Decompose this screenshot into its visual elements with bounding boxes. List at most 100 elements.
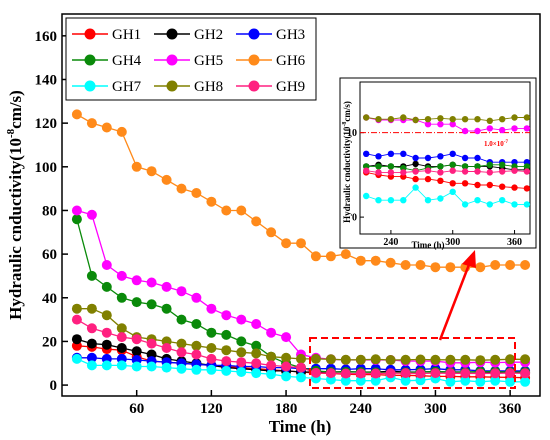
data-point <box>131 275 142 286</box>
inset-data-point <box>486 169 493 176</box>
data-point <box>251 319 262 329</box>
data-point <box>445 262 456 273</box>
data-point <box>131 361 142 372</box>
legend-label: GH3 <box>276 27 305 43</box>
series-gh8 <box>71 303 531 366</box>
data-point <box>236 205 247 216</box>
data-point <box>176 183 187 194</box>
inset-data-point <box>449 188 456 195</box>
legend-item-gh7: GH7 <box>72 79 142 95</box>
data-point <box>325 354 336 365</box>
data-point <box>176 347 187 358</box>
legend-item-gh5: GH5 <box>154 53 223 69</box>
inset-data-point <box>400 114 407 121</box>
data-point <box>101 281 112 292</box>
data-point <box>161 343 172 353</box>
inset-data-point <box>363 114 370 121</box>
data-point <box>71 353 82 364</box>
data-point <box>161 174 172 185</box>
data-point <box>415 260 426 270</box>
data-point <box>251 216 262 227</box>
data-point <box>266 351 277 362</box>
data-point <box>400 375 411 386</box>
legend-label: GH5 <box>194 53 223 69</box>
data-point <box>355 368 366 379</box>
data-point <box>430 368 441 379</box>
data-point <box>415 368 426 379</box>
inset-data-point <box>499 126 506 134</box>
inset-data-point <box>461 180 469 187</box>
inset-data-point <box>363 192 370 200</box>
inset-data-point <box>461 201 469 208</box>
inset-data-point <box>437 121 444 128</box>
data-point <box>400 260 411 270</box>
data-point <box>221 329 232 340</box>
data-point <box>490 375 501 386</box>
inset-data-point <box>437 177 444 184</box>
data-point <box>116 332 127 343</box>
inset-data-point <box>486 161 493 168</box>
legend-label: GH6 <box>276 53 306 69</box>
inset-x-tick-label: 300 <box>445 237 460 248</box>
legend-label: GH7 <box>112 79 142 95</box>
data-point <box>520 260 531 270</box>
inset-plot-frame <box>359 81 531 235</box>
data-point <box>505 368 516 379</box>
main-series-layer <box>71 109 531 387</box>
inset-frame <box>339 77 537 249</box>
inset-y-tick-label: 0 <box>352 213 357 224</box>
y-tick-label: 160 <box>35 29 58 45</box>
data-point <box>161 362 172 373</box>
data-point <box>475 368 486 379</box>
inset-series-gh9 <box>363 167 531 176</box>
x-tick-label: 360 <box>499 401 522 417</box>
data-point <box>460 354 471 365</box>
data-point <box>191 292 202 303</box>
inset-series-gh5 <box>363 114 531 135</box>
inset-x-tick-label: 360 <box>507 237 522 248</box>
inset-data-point <box>363 167 370 174</box>
data-point <box>221 310 232 321</box>
x-tick-label: 60 <box>129 401 144 417</box>
data-point <box>400 354 411 365</box>
inset-data-point <box>523 168 531 175</box>
legend-label: GH1 <box>112 27 141 43</box>
legend-label: GH8 <box>194 79 223 95</box>
legend-item-gh8: GH8 <box>154 79 223 95</box>
inset-data-point <box>511 184 518 191</box>
legend-swatch-marker <box>84 54 96 66</box>
inset-data-point <box>387 169 395 176</box>
inset-data-point <box>523 163 531 170</box>
data-point <box>206 196 217 207</box>
data-point <box>385 355 396 365</box>
data-point <box>490 354 501 365</box>
data-point <box>281 352 292 363</box>
data-point <box>221 205 232 216</box>
data-point <box>296 238 306 249</box>
inset-data-point <box>400 197 407 204</box>
data-point <box>325 368 336 379</box>
inset-data-point <box>486 201 493 208</box>
inset-data-point <box>474 181 481 189</box>
data-point <box>370 354 381 365</box>
data-point <box>415 354 426 365</box>
inset-data-point <box>449 180 456 187</box>
data-point <box>505 354 516 365</box>
legend-item-gh6: GH6 <box>236 53 306 69</box>
inset-data-point <box>499 161 506 168</box>
legend-swatch-marker <box>84 28 96 40</box>
inset-data-point <box>523 125 531 132</box>
data-point <box>116 343 127 353</box>
data-point <box>176 338 187 349</box>
data-point <box>161 303 172 314</box>
inset-data-point <box>424 175 432 183</box>
inset-series-gh8 <box>363 114 531 125</box>
data-point <box>520 354 531 365</box>
inset-data-point <box>523 185 531 192</box>
data-point <box>86 360 97 371</box>
inset-series-gh7 <box>363 184 531 208</box>
data-point <box>236 347 247 358</box>
data-point <box>370 375 381 386</box>
inset-data-point <box>523 114 531 121</box>
